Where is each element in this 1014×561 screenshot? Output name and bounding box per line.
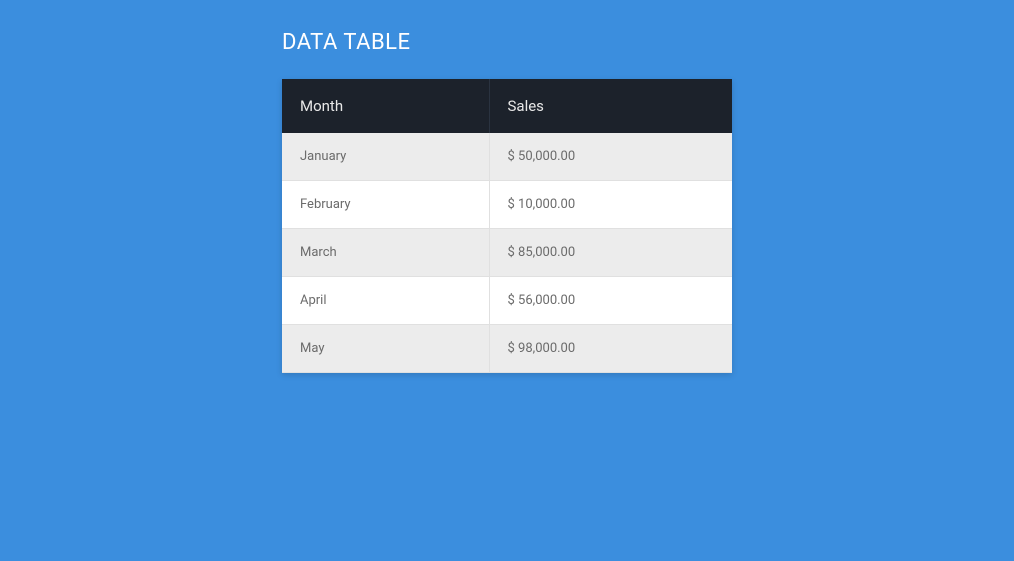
- table-cell-sales: $ 10,000.00: [489, 181, 732, 229]
- table-cell-month: January: [282, 133, 489, 181]
- table-cell-month: March: [282, 229, 489, 277]
- table-row: January $ 50,000.00: [282, 133, 732, 181]
- table-row: February $ 10,000.00: [282, 181, 732, 229]
- table-row: March $ 85,000.00: [282, 229, 732, 277]
- main-container: DATA TABLE Month Sales January $ 50,000.…: [282, 0, 732, 373]
- table-cell-sales: $ 56,000.00: [489, 277, 732, 325]
- table-header-sales: Sales: [489, 79, 732, 133]
- table-cell-month: April: [282, 277, 489, 325]
- data-table: Month Sales January $ 50,000.00 February…: [282, 79, 732, 373]
- table-cell-sales: $ 50,000.00: [489, 133, 732, 181]
- table-cell-month: February: [282, 181, 489, 229]
- table-row: April $ 56,000.00: [282, 277, 732, 325]
- table-header-month: Month: [282, 79, 489, 133]
- table-cell-sales: $ 98,000.00: [489, 325, 732, 373]
- table-header-row: Month Sales: [282, 79, 732, 133]
- page-title: DATA TABLE: [282, 30, 732, 55]
- table-cell-month: May: [282, 325, 489, 373]
- table-row: May $ 98,000.00: [282, 325, 732, 373]
- table-cell-sales: $ 85,000.00: [489, 229, 732, 277]
